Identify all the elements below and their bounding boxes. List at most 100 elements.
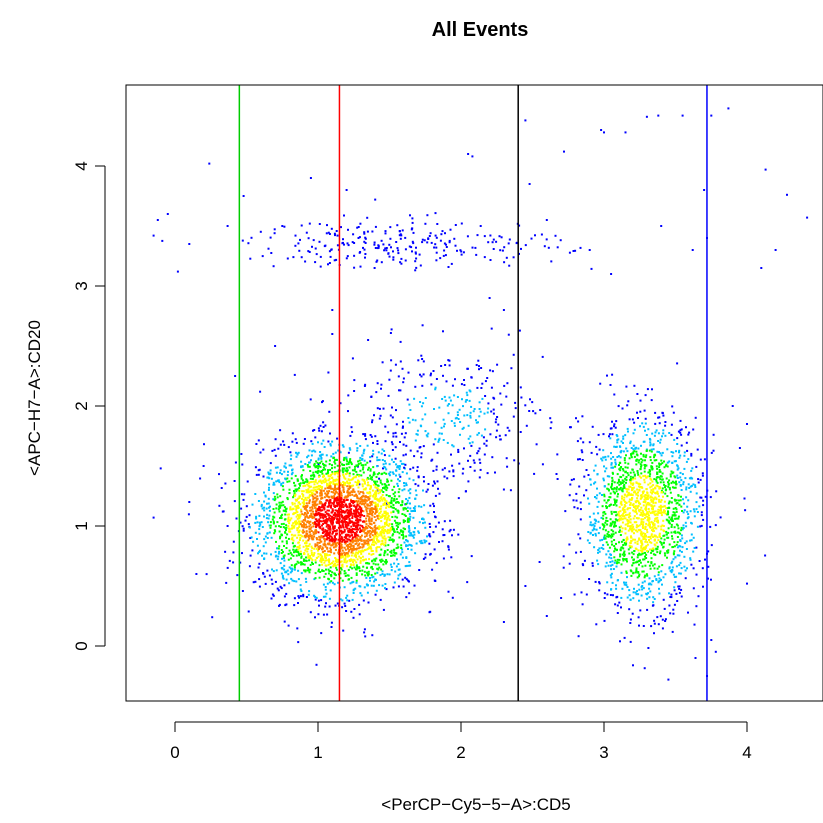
- event-point: [376, 509, 379, 512]
- event-point: [457, 497, 460, 500]
- event-point: [359, 561, 362, 564]
- event-point: [633, 384, 636, 387]
- event-point: [685, 441, 688, 444]
- event-point: [324, 504, 326, 507]
- event-point: [383, 543, 386, 546]
- event-point: [615, 420, 618, 423]
- event-point: [657, 623, 660, 626]
- event-point: [345, 467, 348, 470]
- event-point: [354, 537, 357, 540]
- event-point: [650, 551, 653, 554]
- event-point: [289, 458, 292, 461]
- event-point: [674, 556, 677, 559]
- event-point: [334, 451, 337, 454]
- event-point: [656, 519, 659, 522]
- event-point: [280, 482, 283, 485]
- event-point: [651, 564, 654, 567]
- event-point: [416, 433, 419, 436]
- event-point: [298, 487, 301, 490]
- event-point: [334, 538, 337, 541]
- event-point: [489, 369, 492, 372]
- event-point: [620, 540, 623, 543]
- event-point: [334, 486, 336, 489]
- event-point: [235, 517, 238, 520]
- event-point: [636, 540, 639, 543]
- event-point: [328, 537, 331, 540]
- event-point: [587, 474, 590, 476]
- event-point: [714, 650, 717, 653]
- event-point: [290, 508, 293, 511]
- event-point: [307, 465, 310, 468]
- event-point: [353, 468, 356, 471]
- event-point: [296, 517, 299, 520]
- event-point: [634, 541, 637, 544]
- event-point: [506, 382, 509, 385]
- event-point: [475, 419, 477, 422]
- event-point: [663, 483, 666, 486]
- event-point: [383, 537, 386, 540]
- event-point: [420, 354, 423, 357]
- event-point: [360, 474, 363, 477]
- event-point: [645, 573, 648, 576]
- event-point: [297, 451, 300, 454]
- event-point: [324, 556, 327, 559]
- event-point: [633, 532, 635, 535]
- event-point: [405, 544, 408, 547]
- event-point: [388, 472, 391, 475]
- event-point: [318, 502, 321, 505]
- event-point: [289, 571, 292, 574]
- event-point: [667, 485, 670, 488]
- event-point: [786, 193, 788, 196]
- event-point: [592, 523, 595, 526]
- event-point: [369, 469, 372, 472]
- event-point: [325, 602, 327, 605]
- event-point: [282, 504, 285, 507]
- event-point: [393, 495, 396, 498]
- event-point: [680, 595, 683, 598]
- event-point: [395, 463, 398, 466]
- event-point: [681, 546, 684, 549]
- event-point: [330, 473, 333, 476]
- event-point: [613, 498, 616, 501]
- event-point: [638, 624, 640, 627]
- event-point: [399, 340, 402, 343]
- event-point: [615, 490, 618, 493]
- event-point: [427, 432, 430, 435]
- event-point: [575, 499, 578, 502]
- event-point: [435, 465, 438, 468]
- event-point: [446, 477, 449, 480]
- event-point: [273, 511, 276, 514]
- event-point: [496, 363, 499, 366]
- event-point: [249, 537, 252, 539]
- event-point: [658, 498, 661, 501]
- event-point: [676, 600, 679, 602]
- event-point: [664, 573, 667, 576]
- event-point: [342, 445, 345, 448]
- event-point: [611, 521, 614, 524]
- event-point: [632, 561, 635, 564]
- event-point: [328, 554, 331, 556]
- event-point: [405, 484, 408, 487]
- event-point: [407, 525, 410, 528]
- event-point: [357, 464, 360, 467]
- event-point: [545, 238, 548, 241]
- event-point: [293, 526, 296, 529]
- event-point: [333, 259, 336, 262]
- event-point: [622, 544, 625, 546]
- event-point: [362, 599, 365, 602]
- event-point: [623, 483, 626, 486]
- event-point: [672, 608, 675, 611]
- event-point: [351, 491, 354, 494]
- event-point: [268, 486, 270, 489]
- event-point: [681, 537, 684, 540]
- event-point: [279, 585, 282, 588]
- event-point: [333, 501, 336, 504]
- event-point: [327, 572, 330, 575]
- event-point: [305, 559, 308, 562]
- event-point: [657, 521, 660, 524]
- event-point: [358, 569, 361, 572]
- event-point: [595, 519, 597, 522]
- event-point: [401, 489, 404, 492]
- event-point: [355, 470, 358, 473]
- event-point: [384, 537, 387, 540]
